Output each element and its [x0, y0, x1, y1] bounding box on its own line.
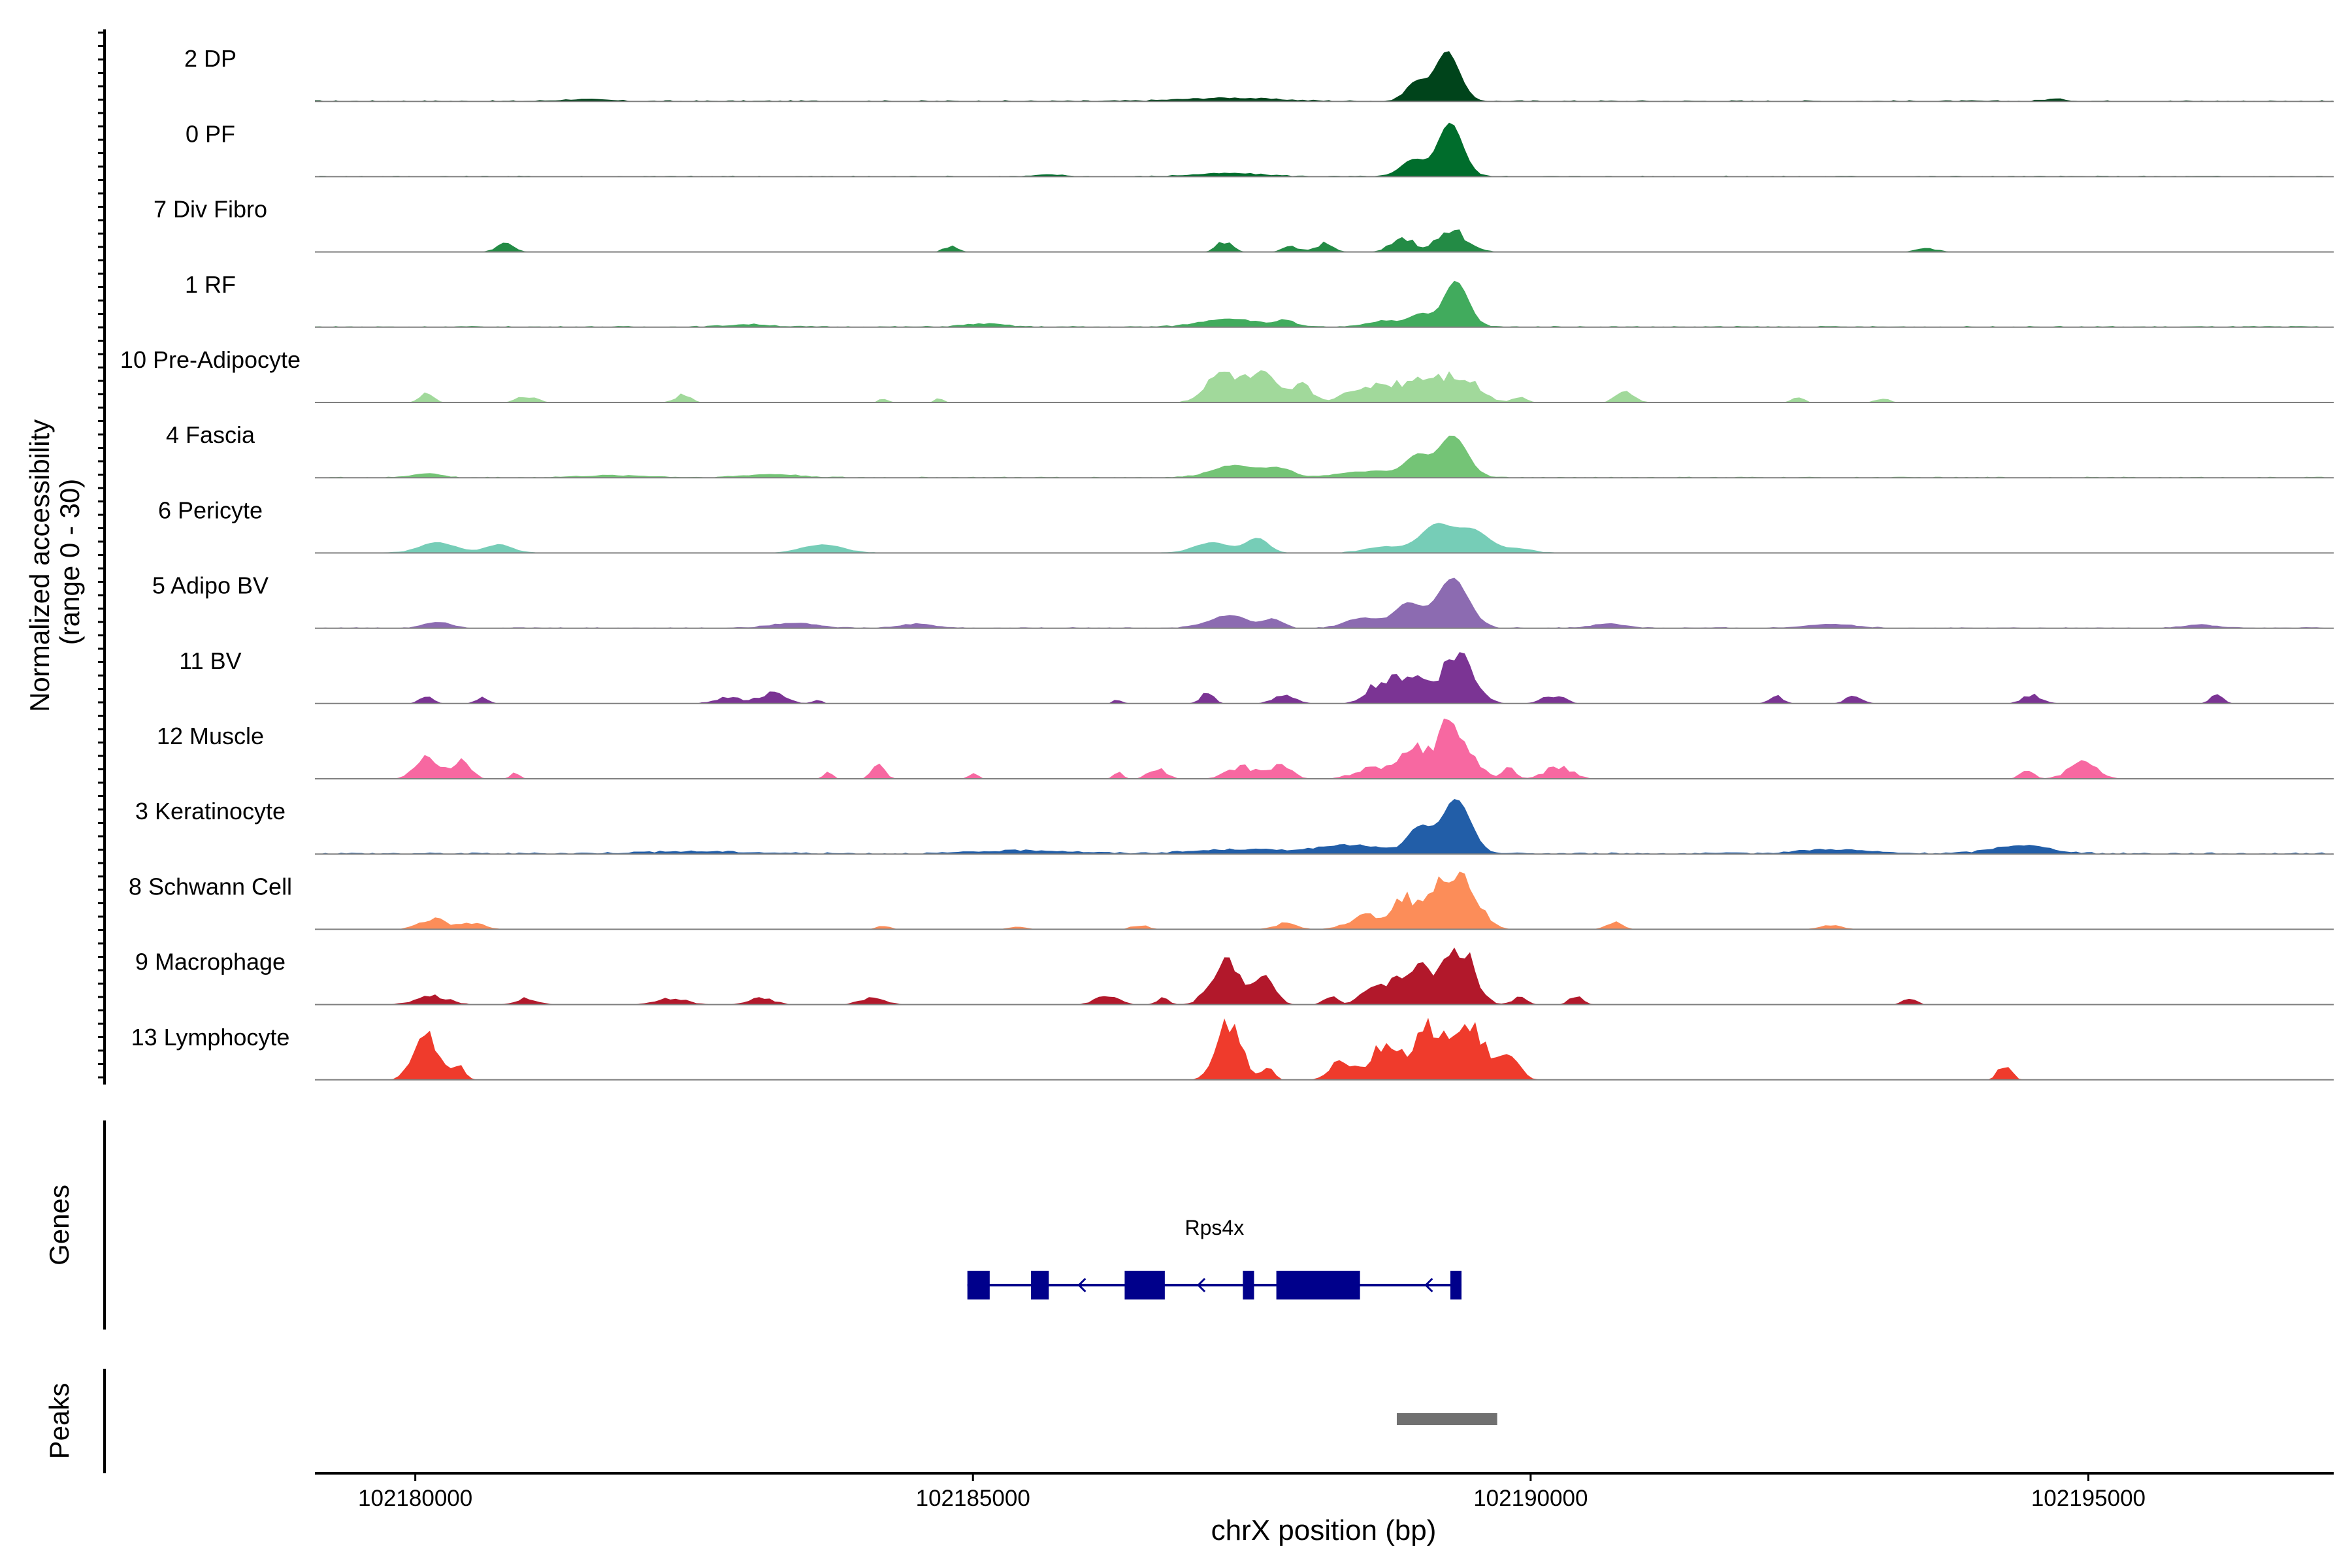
- track-12: 8 Schwann Cell: [129, 872, 2334, 930]
- track-label: 12 Muscle: [157, 723, 264, 749]
- x-tick-label: 102180000: [358, 1486, 472, 1511]
- track-13: 9 Macrophage: [135, 947, 2334, 1005]
- track-14: 13 Lymphocyte: [131, 1017, 2334, 1081]
- y-axis-label-line2: (range 0 - 30): [54, 479, 85, 645]
- track-area: [315, 370, 2334, 402]
- strand-arrow-icon: [1196, 1277, 1206, 1293]
- track-label: 9 Macrophage: [135, 949, 286, 975]
- track-label: 5 Adipo BV: [152, 572, 269, 599]
- y-axis-label: Normalized accessibility (range 0 - 30): [24, 412, 85, 712]
- track-area: [315, 523, 2334, 553]
- x-tick-label: 102195000: [2031, 1486, 2146, 1511]
- track-label: 7 Div Fibro: [154, 196, 267, 223]
- track-9: 11 BV: [179, 647, 2334, 704]
- track-11: 3 Keratinocyte: [135, 798, 2334, 855]
- track-1: 2 DP: [184, 45, 2334, 103]
- peaks-panel-label: Peaks: [44, 1383, 74, 1460]
- track-label: 3 Keratinocyte: [135, 798, 286, 825]
- y-axis-ticks: [98, 31, 105, 1079]
- gene-exon: [1031, 1271, 1049, 1299]
- track-label: 0 PF: [186, 120, 235, 147]
- track-3: 7 Div Fibro: [154, 196, 2334, 253]
- strand-arrow-icon: [1424, 1277, 1433, 1293]
- track-7: 6 Pericyte: [158, 497, 2334, 554]
- genes-panel-label: Genes: [44, 1184, 74, 1266]
- gene-exon: [1124, 1271, 1165, 1299]
- track-label: 11 BV: [179, 647, 241, 674]
- gene-name-label: Rps4x: [1184, 1216, 1244, 1239]
- strand-arrow-icon: [1077, 1277, 1086, 1293]
- gene-track: Rps4x: [967, 1216, 1462, 1299]
- track-label: 4 Fascia: [166, 421, 255, 448]
- track-2: 0 PF: [186, 120, 2334, 178]
- track-6: 4 Fascia: [166, 421, 2334, 479]
- y-axis-label-line1: Normalized accessibility: [24, 419, 55, 712]
- track-label: 10 Pre-Adipocyte: [120, 346, 301, 373]
- track-5: 10 Pre-Adipocyte: [120, 346, 2334, 403]
- track-label: 13 Lymphocyte: [131, 1024, 290, 1051]
- track-area: [315, 229, 2334, 252]
- gene-exon: [1243, 1271, 1254, 1299]
- track-10: 12 Muscle: [157, 718, 2334, 779]
- peak-region-bar: [1396, 1413, 1497, 1425]
- track-label: 6 Pericyte: [158, 497, 263, 523]
- gene-exon: [967, 1271, 990, 1299]
- x-axis-ticks: 102180000 102185000 102190000 102195000: [358, 1473, 2146, 1511]
- track-label: 8 Schwann Cell: [129, 873, 292, 900]
- track-8: 5 Adipo BV: [152, 572, 2334, 629]
- track-panel: 2 DP 0 PF 7 Div Fibro 1 RF 10 Pre-Adipocyte 4…: [120, 45, 2334, 1081]
- gene-exon: [1450, 1271, 1462, 1299]
- x-tick-label: 102185000: [916, 1486, 1030, 1511]
- track-label: 1 RF: [185, 271, 236, 298]
- track-label: 2 DP: [184, 45, 237, 72]
- x-axis-label: chrX position (bp): [1211, 1514, 1437, 1546]
- x-tick-label: 102190000: [1473, 1486, 1588, 1511]
- track-4: 1 RF: [185, 271, 2334, 328]
- gene-exon: [1276, 1271, 1360, 1299]
